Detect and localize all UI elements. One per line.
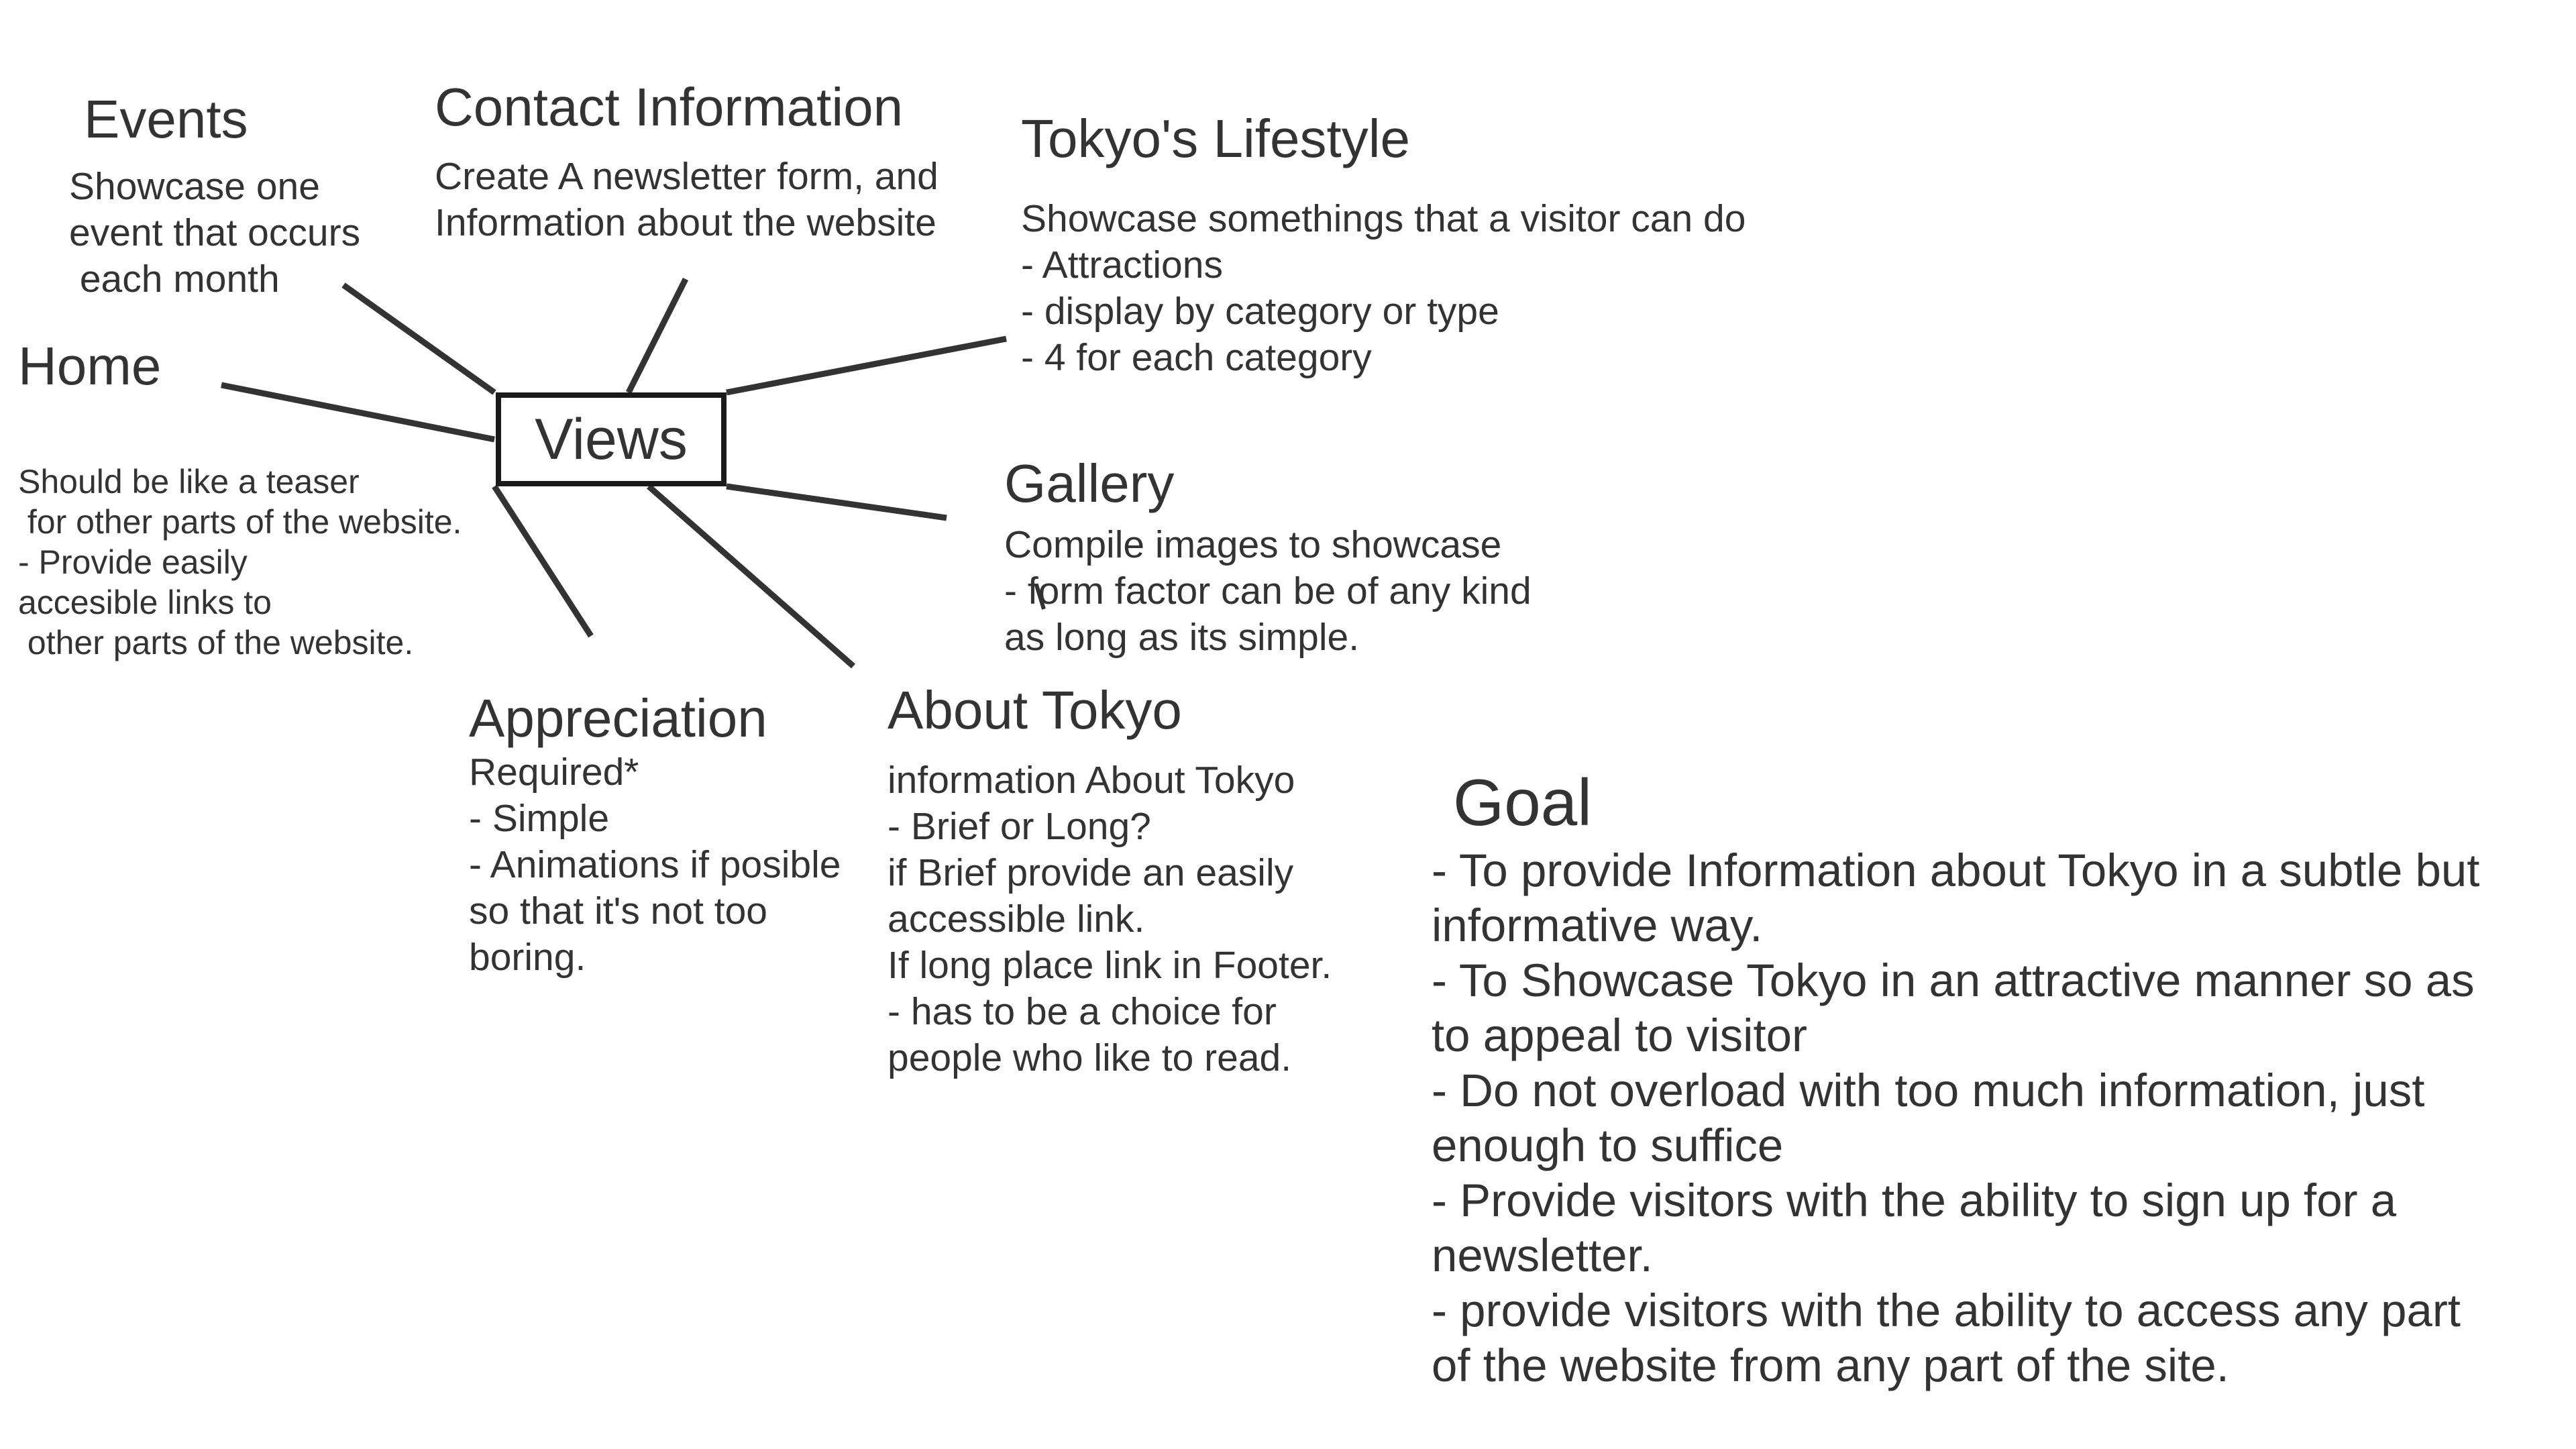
- connector-gallery: [726, 483, 947, 521]
- node-contact: Contact Information: [435, 78, 903, 137]
- node-home-title: Home: [18, 336, 162, 396]
- goal-title: Goal: [1453, 765, 1593, 839]
- node-contact-body: Create A newsletter form, and Informatio…: [435, 155, 938, 244]
- node-events: Events: [84, 90, 248, 149]
- goal-section: Goal: [1453, 765, 1593, 839]
- node-about-body: information About Tokyo - Brief or Long?…: [888, 759, 1332, 1079]
- node-gallery-title: Gallery: [1004, 453, 1175, 513]
- node-contact-title: Contact Information: [435, 77, 904, 137]
- node-events-title: Events: [84, 89, 248, 149]
- goal-body: - To provide Information about Tokyo in …: [1432, 845, 2480, 1391]
- connector-home: [221, 382, 495, 443]
- connector-events: [341, 282, 496, 395]
- node-about-title: About Tokyo: [888, 680, 1182, 740]
- node-home: Home: [18, 337, 161, 396]
- node-lifestyle: Tokyo's Lifestyle: [1021, 109, 1410, 168]
- node-lifestyle-title: Tokyo's Lifestyle: [1021, 109, 1410, 168]
- node-events-body: Showcase one event that occurs each mont…: [69, 165, 361, 301]
- node-about: About Tokyo: [888, 681, 1182, 740]
- node-lifestyle-body: Showcase somethings that a visitor can d…: [1021, 197, 1746, 379]
- connector-appreciation: [492, 484, 594, 638]
- node-home-body: Should be like a teaser for other parts …: [18, 463, 462, 661]
- node-appreciation: Appreciation: [469, 689, 767, 748]
- connector-contact: [625, 277, 689, 394]
- node-appreciation-title: Appreciation: [469, 688, 767, 748]
- center-views-box: Views: [496, 392, 727, 486]
- connector-about: [647, 484, 855, 669]
- connector-lifestyle: [726, 335, 1007, 396]
- node-appreciation-body: Required* - Simple - Animations if posib…: [469, 751, 841, 979]
- node-gallery-body: Compile images to showcase - form factor…: [1004, 523, 1532, 659]
- node-gallery: Gallery: [1004, 454, 1174, 513]
- center-views-label: Views: [535, 407, 688, 472]
- stray-pen-mark: [1034, 584, 1046, 610]
